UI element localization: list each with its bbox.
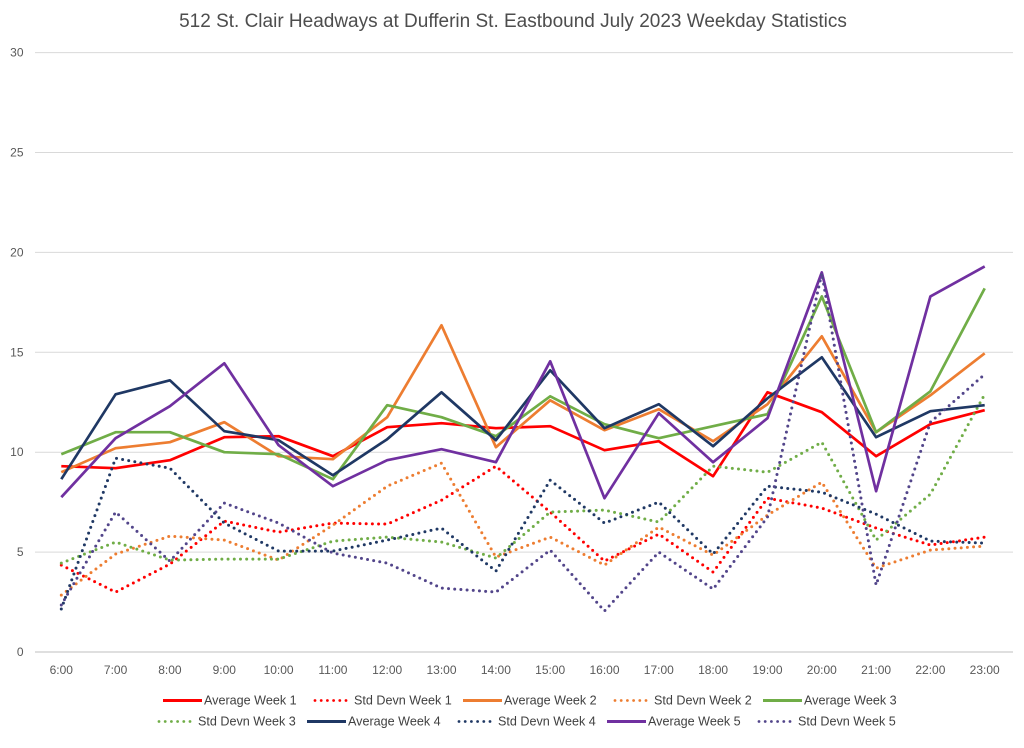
svg-text:18:00: 18:00 xyxy=(698,663,728,677)
svg-text:7:00: 7:00 xyxy=(104,663,128,677)
svg-text:Average Week 2: Average Week 2 xyxy=(504,694,597,708)
svg-text:14:00: 14:00 xyxy=(481,663,511,677)
svg-text:9:00: 9:00 xyxy=(213,663,237,677)
svg-text:Average Week 3: Average Week 3 xyxy=(804,694,897,708)
svg-text:Average Week 5: Average Week 5 xyxy=(648,715,741,729)
svg-text:22:00: 22:00 xyxy=(915,663,945,677)
svg-text:6:00: 6:00 xyxy=(50,663,74,677)
svg-text:Std Devn Week 5: Std Devn Week 5 xyxy=(798,715,896,729)
svg-text:Std Devn Week 1: Std Devn Week 1 xyxy=(354,694,452,708)
svg-text:15:00: 15:00 xyxy=(535,663,565,677)
svg-text:20:00: 20:00 xyxy=(807,663,837,677)
svg-text:8:00: 8:00 xyxy=(158,663,182,677)
svg-text:19:00: 19:00 xyxy=(752,663,782,677)
svg-text:10: 10 xyxy=(10,445,24,459)
svg-text:512 St. Clair Headways at Duff: 512 St. Clair Headways at Dufferin St. E… xyxy=(179,11,847,32)
svg-text:21:00: 21:00 xyxy=(861,663,891,677)
svg-text:17:00: 17:00 xyxy=(644,663,674,677)
svg-text:12:00: 12:00 xyxy=(372,663,402,677)
svg-text:Std Devn Week 3: Std Devn Week 3 xyxy=(198,715,296,729)
svg-text:Std Devn Week 2: Std Devn Week 2 xyxy=(654,694,752,708)
svg-text:25: 25 xyxy=(10,146,24,160)
svg-text:13:00: 13:00 xyxy=(426,663,456,677)
svg-text:23:00: 23:00 xyxy=(970,663,1000,677)
svg-text:15: 15 xyxy=(10,345,24,359)
svg-text:11:00: 11:00 xyxy=(318,663,347,677)
svg-text:20: 20 xyxy=(10,245,24,259)
svg-text:Average Week 1: Average Week 1 xyxy=(204,694,297,708)
svg-text:16:00: 16:00 xyxy=(589,663,619,677)
svg-text:0: 0 xyxy=(17,645,24,659)
svg-text:10:00: 10:00 xyxy=(264,663,294,677)
svg-text:5: 5 xyxy=(17,545,24,559)
svg-text:30: 30 xyxy=(10,46,24,60)
svg-text:Std Devn Week 4: Std Devn Week 4 xyxy=(498,715,596,729)
svg-text:Average Week 4: Average Week 4 xyxy=(348,715,441,729)
